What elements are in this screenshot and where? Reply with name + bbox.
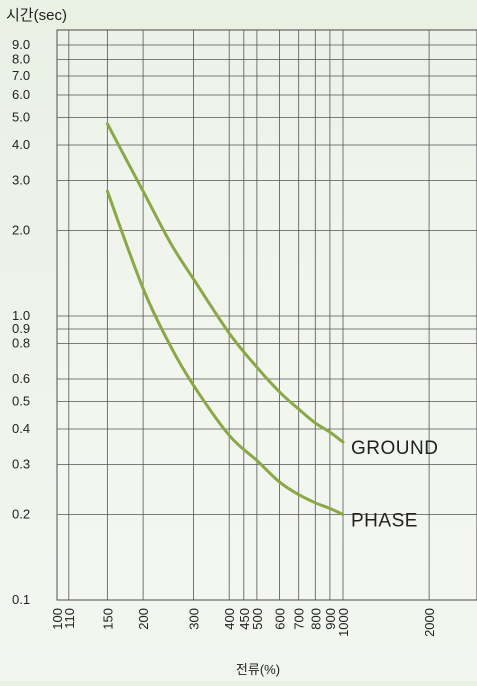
y-tick-label: 0.2: [12, 507, 30, 522]
plot-area: [56, 29, 477, 601]
y-tick-label: 0.3: [12, 456, 30, 471]
x-tick-label: 300: [186, 608, 201, 630]
x-tick-label: 1000: [336, 608, 351, 637]
series-label-phase: PHASE: [351, 511, 418, 532]
y-tick-label: 1.0: [12, 308, 30, 323]
series-label-ground: GROUND: [351, 438, 438, 459]
y-tick-label: 0.6: [12, 371, 30, 386]
x-tick-label: 110: [62, 608, 77, 629]
y-tick-label: 6.0: [12, 87, 30, 102]
x-axis-label: 전류(%): [236, 662, 280, 677]
y-gridlines: [57, 44, 477, 601]
x-tick-label: 500: [250, 608, 265, 630]
x-tick-label: 800: [308, 608, 323, 630]
x-tick-label: 400: [222, 608, 237, 630]
y-tick-label: 0.1: [12, 592, 30, 607]
x-tick-label: 200: [136, 608, 151, 630]
y-tick-label: 0.9: [12, 321, 30, 336]
series-line-ground: [105, 122, 345, 444]
y-tick-label: 3.0: [12, 172, 30, 187]
y-tick-label: 0.5: [12, 393, 30, 408]
y-tick-labels: 0.1 0.2 0.3 0.4 0.5 0.6 0.80.91.0 2.0 3.0 4.0 5.0 6…: [12, 37, 30, 607]
x-tick-label: 450: [237, 608, 252, 630]
y-tick-label: 8.0: [12, 52, 30, 67]
y-tick-label: 4.0: [12, 137, 30, 152]
x-tick-label: 700: [292, 608, 307, 630]
y-tick-label: 9.0: [12, 37, 30, 52]
x-tick-label: 600: [273, 608, 288, 630]
plot-frame: [56, 29, 477, 601]
x-tick-label: 100: [50, 608, 65, 630]
x-tick-label: 900: [323, 608, 338, 630]
y-tick-label: 0.8: [12, 336, 30, 351]
series-lines: GROUND PHASE: [105, 122, 438, 532]
x-tick-label: 2000: [422, 608, 437, 637]
y-tick-label: 2.0: [12, 223, 30, 238]
x-tick-label: 150: [100, 608, 115, 630]
y-tick-label: 7.0: [12, 68, 30, 83]
series-line-phase: [105, 189, 345, 516]
y-tick-label: 0.4: [12, 421, 30, 436]
y-tick-label: 5.0: [12, 109, 30, 124]
y-axis-label: 시간(sec): [6, 7, 67, 24]
